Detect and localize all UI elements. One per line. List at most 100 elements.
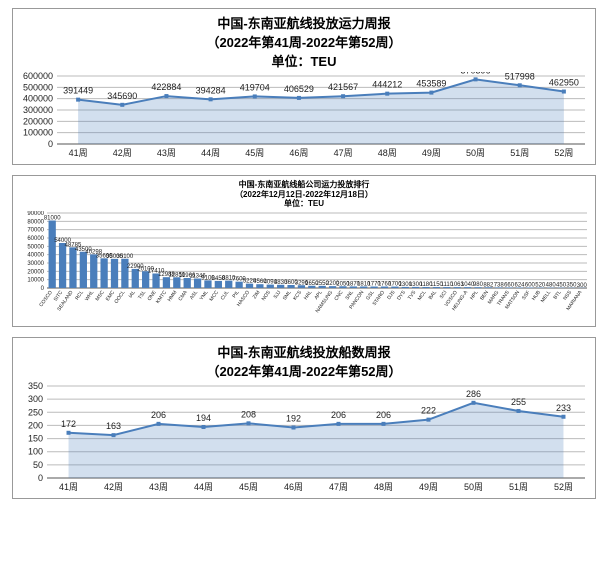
svg-text:90000: 90000 [27,211,44,217]
svg-text:520: 520 [535,282,546,288]
svg-text:300: 300 [577,283,588,289]
svg-text:0: 0 [38,473,43,483]
svg-text:0: 0 [48,139,53,149]
svg-text:OOCL: OOCL [113,289,126,304]
svg-text:DYS: DYS [396,289,407,301]
svg-text:419704: 419704 [240,82,270,92]
svg-text:44周: 44周 [201,148,220,158]
svg-text:52周: 52周 [554,482,573,492]
svg-text:400000: 400000 [23,94,53,104]
svg-text:350: 350 [28,382,43,391]
svg-text:41周: 41周 [59,482,78,492]
svg-text:52周: 52周 [554,148,573,158]
chart2-title: 中国-东南亚航线船公司运力投放排行 （2022年12月12日-2022年12月1… [13,176,595,211]
svg-text:192: 192 [286,413,301,423]
svg-text:49周: 49周 [422,148,441,158]
svg-text:20000: 20000 [27,269,44,275]
svg-text:48周: 48周 [378,148,397,158]
svg-text:882: 882 [483,282,494,288]
svg-text:51周: 51周 [509,482,528,492]
svg-text:250: 250 [28,407,43,417]
svg-text:450: 450 [556,282,567,288]
svg-text:208: 208 [241,409,256,419]
svg-text:980: 980 [473,282,484,288]
svg-text:200000: 200000 [23,116,53,126]
svg-text:150: 150 [28,433,43,443]
svg-text:70000: 70000 [27,227,44,233]
svg-text:48周: 48周 [374,482,393,492]
svg-text:40000: 40000 [27,252,44,258]
svg-text:NOS: NOS [261,289,273,302]
chart3-title: 中国-东南亚航线投放船数周报 （2022年第41周-2022年第52周） [13,338,595,382]
svg-text:206: 206 [151,410,166,420]
svg-text:47周: 47周 [329,482,348,492]
svg-text:51周: 51周 [510,148,529,158]
svg-text:500000: 500000 [23,82,53,92]
svg-text:42周: 42周 [113,148,132,158]
svg-text:660: 660 [504,282,515,288]
chart2-svg: 0100002000030000400005000060000700008000… [13,211,595,326]
svg-text:172: 172 [61,419,76,429]
svg-text:406529: 406529 [284,84,314,94]
svg-text:50: 50 [33,460,43,470]
svg-text:CMA: CMA [178,289,190,302]
svg-text:81000: 81000 [44,215,61,221]
svg-text:45周: 45周 [245,148,264,158]
svg-text:255: 255 [511,397,526,407]
svg-text:44周: 44周 [194,482,213,492]
carrier-ranking-chart: 中国-东南亚航线船公司运力投放排行 （2022年12月12日-2022年12月1… [12,175,596,327]
svg-text:ASL: ASL [189,289,199,300]
svg-text:DJS: DJS [386,289,397,301]
svg-text:COSCO: COSCO [38,289,53,308]
svg-text:480: 480 [546,282,557,288]
svg-text:43周: 43周 [149,482,168,492]
svg-text:BTL: BTL [553,289,563,300]
svg-text:30000: 30000 [27,261,44,267]
chart1-title: 中国-东南亚航线投放运力周报 （2022年第41周-2022年第52周） 单位：… [13,9,595,72]
svg-text:194: 194 [196,413,211,423]
svg-text:45周: 45周 [239,482,258,492]
svg-text:49周: 49周 [419,482,438,492]
svg-text:MSC: MSC [94,289,106,302]
svg-text:SSF: SSF [521,289,531,300]
svg-text:286: 286 [466,389,481,399]
svg-text:200: 200 [28,420,43,430]
chart1-title-3: 单位：TEU [13,51,595,70]
svg-text:CUL: CUL [220,289,231,301]
svg-text:100000: 100000 [23,128,53,138]
svg-text:CNC: CNC [333,289,344,302]
svg-text:0: 0 [41,286,45,292]
svg-text:WHL: WHL [84,289,95,302]
svg-text:394284: 394284 [196,85,226,95]
chart2-title-3: 单位：TEU [13,199,595,209]
capacity-weekly-chart: 中国-东南亚航线投放运力周报 （2022年第41周-2022年第52周） 单位：… [12,8,596,165]
svg-text:570396: 570396 [461,72,491,75]
svg-text:HPL: HPL [469,289,480,301]
svg-text:TVS: TVS [407,289,418,301]
svg-text:42周: 42周 [104,482,123,492]
svg-text:BAL: BAL [428,289,438,300]
chart3-title-1: 中国-东南亚航线投放船数周报 [13,342,595,361]
svg-text:738: 738 [494,282,505,288]
svg-text:50周: 50周 [464,482,483,492]
svg-text:517998: 517998 [505,72,535,81]
svg-text:MCC: MCC [209,289,221,302]
svg-text:HAL: HAL [303,289,314,301]
svg-text:80000: 80000 [27,219,44,225]
vessel-count-weekly-chart: 中国-东南亚航线投放船数周报 （2022年第41周-2022年第52周） 0 50… [12,337,596,499]
svg-text:HMM: HMM [167,289,179,302]
svg-text:50周: 50周 [466,148,485,158]
svg-text:KMTC: KMTC [155,289,168,304]
chart3-title-2: （2022年第41周-2022年第52周） [13,361,595,380]
svg-text:421567: 421567 [328,82,358,92]
svg-text:100: 100 [28,446,43,456]
chart2-title-2: （2022年12月12日-2022年12月18日） [13,190,595,200]
svg-text:624: 624 [514,282,525,288]
svg-text:35100: 35100 [117,254,134,260]
svg-text:391449: 391449 [63,86,93,96]
chart1-svg: 0100000200000300000400000500000600000391… [13,72,595,164]
chart2-title-1: 中国-东南亚航线船公司运力投放排行 [13,180,595,190]
chart1-title-2: （2022年第41周-2022年第52周） [13,32,595,51]
svg-text:43周: 43周 [157,148,176,158]
svg-text:345690: 345690 [107,91,137,101]
